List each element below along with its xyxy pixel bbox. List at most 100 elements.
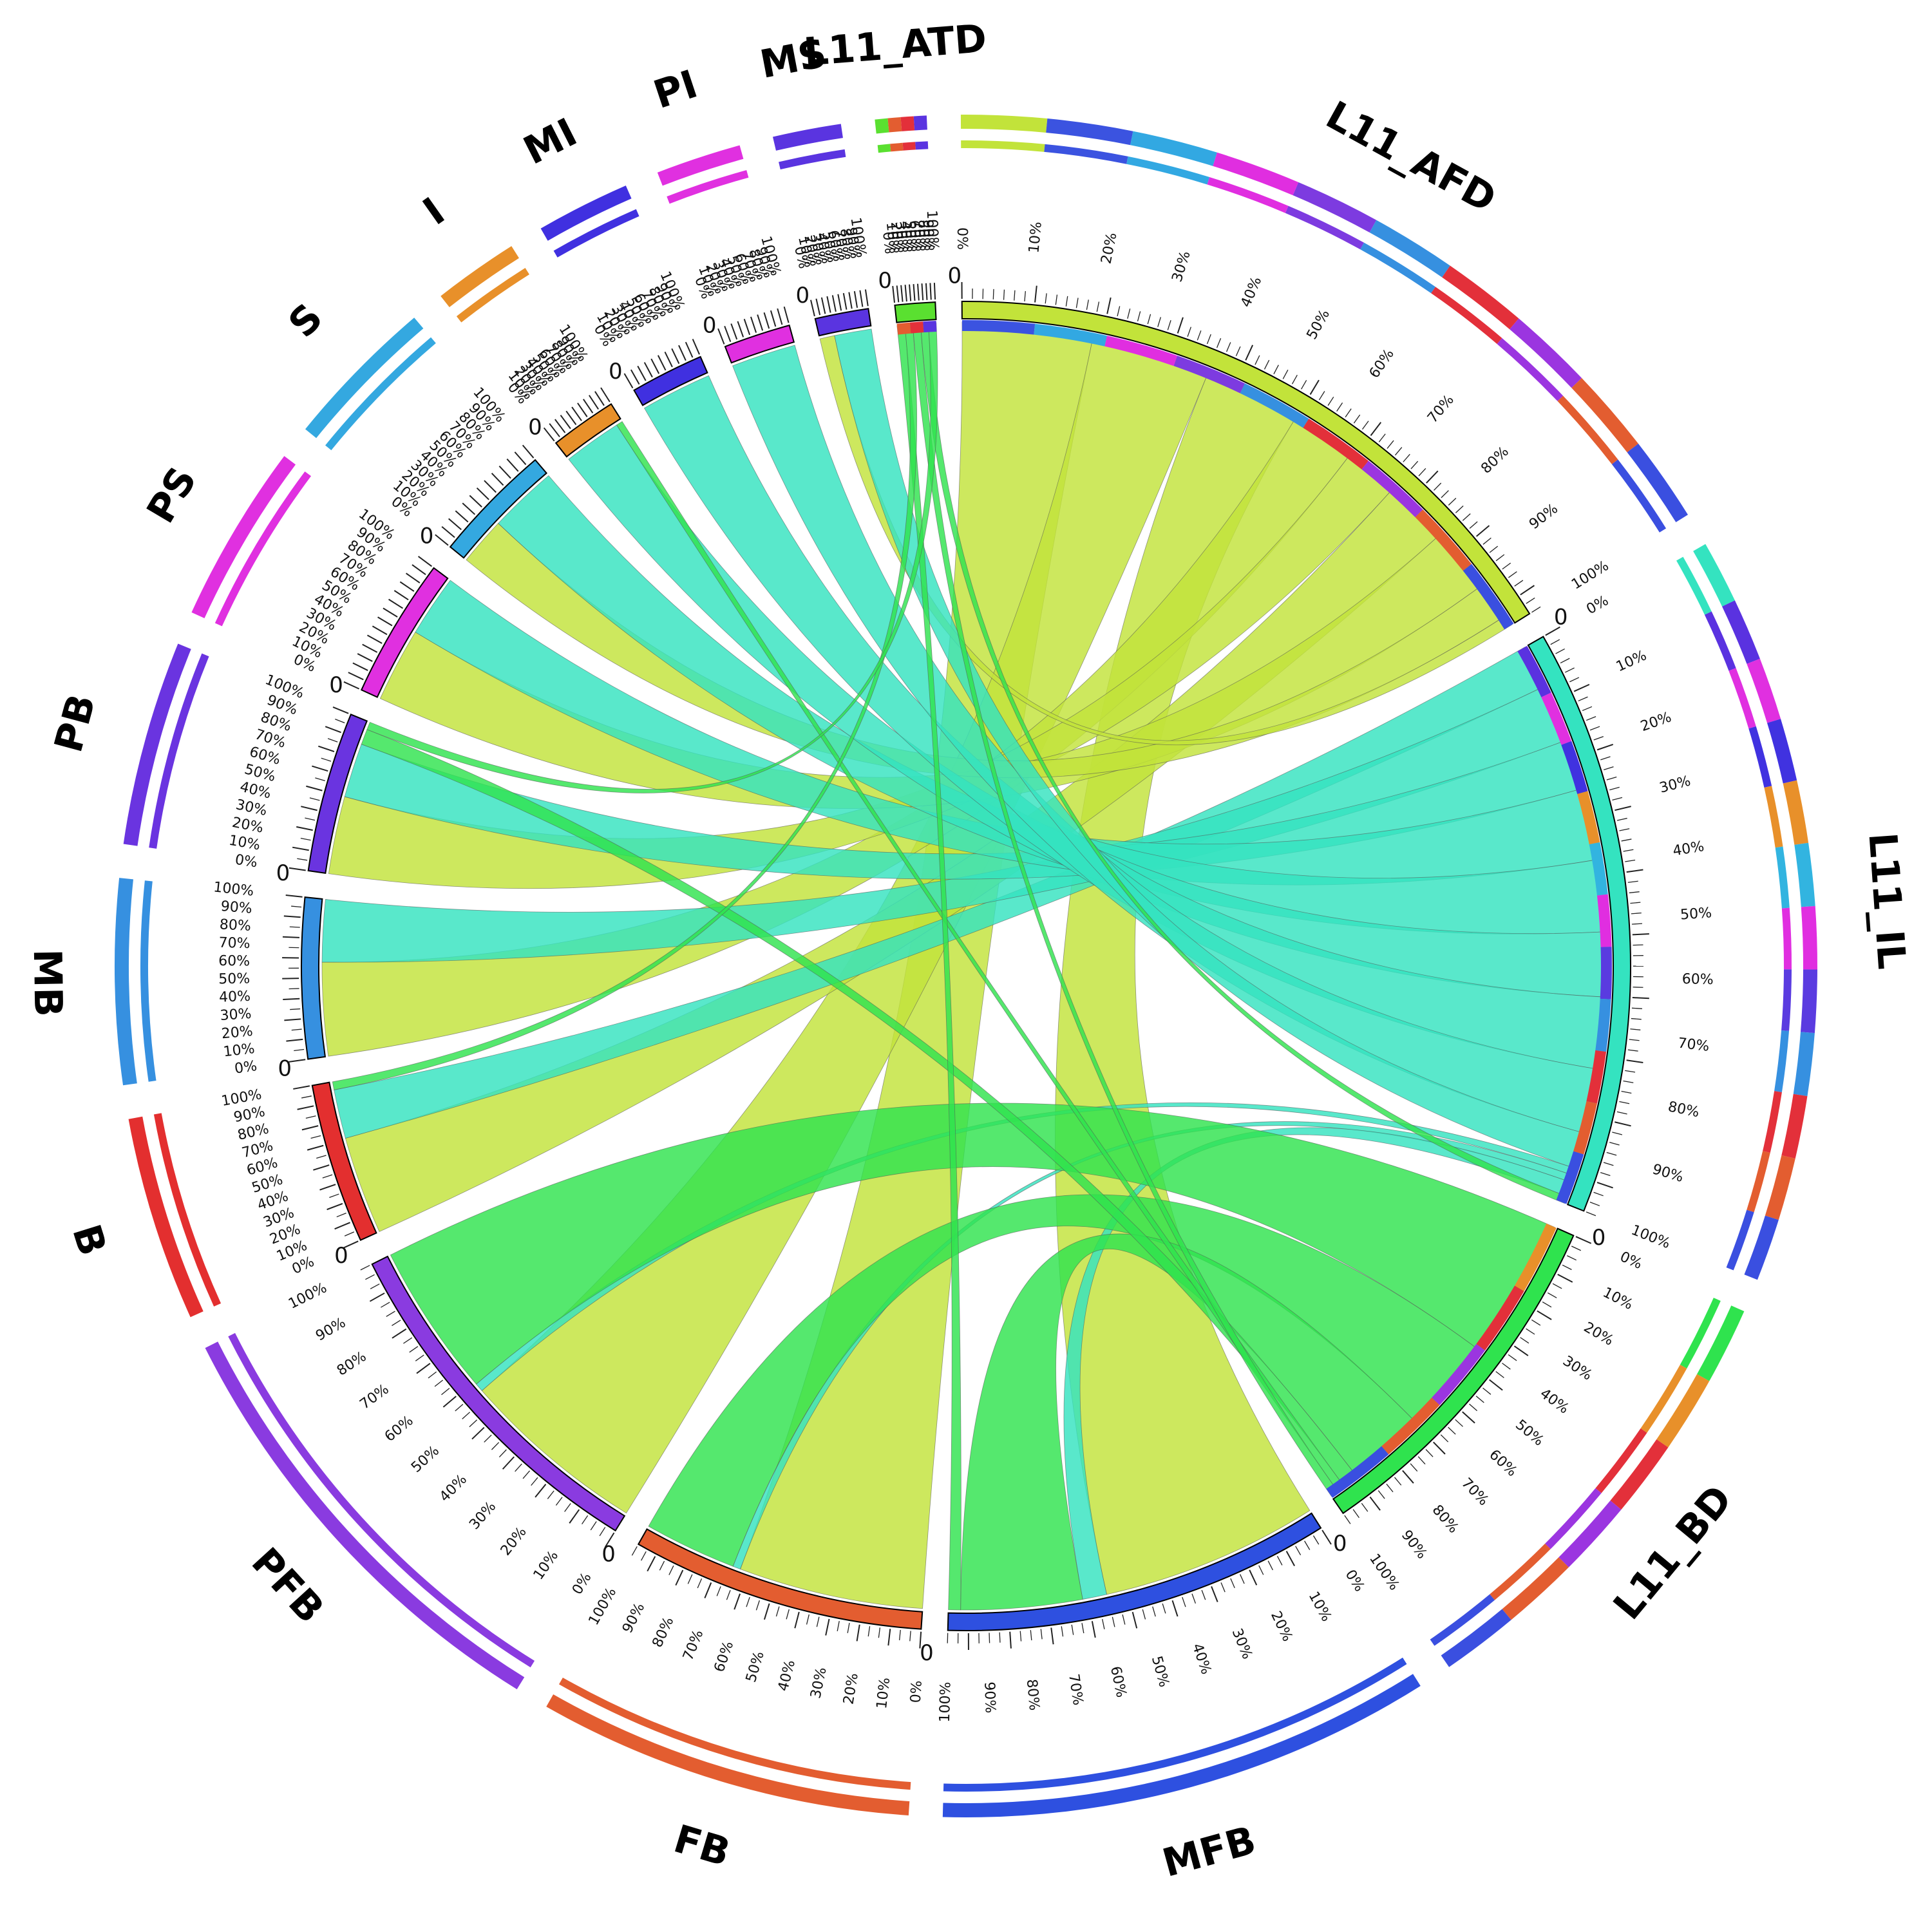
outer-track-inner-l11-afd — [1044, 144, 1128, 164]
tick-mark — [757, 314, 764, 331]
tick-mark — [583, 399, 594, 413]
tick-mark — [1417, 1456, 1426, 1464]
tick-mark — [282, 936, 299, 938]
outer-track-inner-l11-il — [1781, 969, 1792, 1031]
outer-track-inner-i — [456, 268, 529, 323]
tick-mark — [514, 451, 527, 466]
tick-label: 80% — [650, 1615, 677, 1650]
tick-label: 40% — [896, 220, 915, 253]
outer-track-inner-l11-bd — [1430, 1594, 1495, 1646]
tick-mark — [300, 837, 311, 841]
tick-mark — [867, 1626, 871, 1637]
tick-mark — [687, 1574, 693, 1584]
tick-mark — [555, 1497, 563, 1506]
zero-label: 0 — [703, 312, 717, 338]
tick-mark — [462, 502, 476, 515]
tick-mark — [1034, 285, 1037, 303]
tick-mark — [1526, 597, 1535, 604]
segment-subband-l11-afd — [1303, 418, 1368, 469]
tick-mark — [506, 459, 519, 472]
tick-label: 80% — [334, 1349, 370, 1379]
tick-mark — [441, 1388, 450, 1396]
tick-mark — [685, 341, 694, 358]
tick-mark — [1309, 379, 1320, 395]
tick-mark — [730, 323, 738, 340]
tick-mark — [1630, 1028, 1641, 1030]
tick-mark — [1600, 1171, 1611, 1177]
tick-mark — [1631, 923, 1642, 925]
segment-arc-mi — [633, 355, 708, 406]
tick-mark — [590, 1521, 597, 1531]
tick-mark — [1627, 1049, 1638, 1052]
segment-subband-l11-afd — [1173, 355, 1245, 393]
tick-mark — [1378, 433, 1386, 442]
tick-label: 60% — [1107, 1665, 1130, 1699]
tick-mark — [1615, 1121, 1631, 1127]
zero-label: 0 — [528, 414, 542, 440]
tick-mark — [286, 1038, 303, 1042]
tick-mark — [1050, 1627, 1054, 1645]
tick-mark — [531, 1477, 538, 1486]
tick-mark — [1626, 1059, 1643, 1063]
tick-label: 30% — [220, 1006, 252, 1024]
tick-label: 100% — [1629, 1222, 1672, 1252]
tick-mark — [1425, 1449, 1434, 1457]
tick-mark — [1578, 696, 1588, 702]
tick-mark — [357, 653, 373, 662]
tick-mark — [325, 726, 341, 734]
tick-mark — [1361, 421, 1369, 430]
tick-mark — [336, 1213, 346, 1218]
ribbon-l11_bd-to-pb — [361, 729, 1358, 1488]
tick-mark — [623, 373, 634, 389]
tick-mark — [1520, 1337, 1530, 1344]
outer-track-outer-l11-atd — [900, 116, 915, 131]
tick-mark — [1162, 1603, 1166, 1614]
tick-mark — [313, 1164, 330, 1171]
tick-label: 90% — [1526, 500, 1561, 533]
tick-mark — [989, 1633, 990, 1643]
segment-subband-l11-afd — [1463, 564, 1514, 630]
outer-track-outer-pi — [657, 145, 744, 186]
tick-mark — [692, 339, 700, 355]
outer-track-outer-l11-afd — [1213, 152, 1299, 196]
tick-mark — [892, 286, 895, 303]
segment-subband-l11-atd — [909, 321, 924, 334]
tick-label: 70% — [357, 1381, 392, 1413]
tick-mark — [1009, 1631, 1012, 1649]
outer-track-outer-l11-afd — [1442, 265, 1519, 330]
tick-mark — [806, 1614, 810, 1625]
tick-mark — [1565, 667, 1575, 673]
segment-subband-l11-il — [1596, 894, 1612, 947]
tick-mark — [297, 1105, 314, 1110]
tick-mark — [412, 564, 426, 576]
tick-label: 70% — [1458, 1475, 1492, 1510]
tick-mark — [1216, 337, 1222, 348]
tick-mark — [746, 1596, 750, 1607]
outer-track-inner-l11-afd — [1431, 287, 1502, 345]
outer-track-inner-l11-il — [1748, 726, 1772, 788]
segment-arc-l11-il — [1527, 636, 1631, 1212]
tick-mark — [1394, 1477, 1402, 1486]
outer-track-inner-l11-atd — [915, 141, 929, 150]
tick-mark — [498, 1449, 507, 1458]
tick-label: 100% — [585, 1585, 620, 1628]
tick-mark — [831, 295, 837, 312]
tick-mark — [878, 1627, 881, 1638]
zero-label: 0 — [878, 268, 892, 294]
tick-mark — [344, 1231, 355, 1236]
tick-mark — [1282, 370, 1289, 379]
tick-mark — [343, 1240, 359, 1249]
tick-mark — [455, 1404, 464, 1412]
tick-mark — [577, 402, 588, 417]
tick-mark — [296, 826, 313, 831]
tick-mark — [1220, 1582, 1226, 1593]
tick-mark — [1619, 828, 1630, 831]
tick-mark — [462, 1412, 471, 1419]
segment-subband-l11-afd — [961, 320, 1036, 335]
tick-mark — [442, 1396, 457, 1408]
tick-mark — [600, 387, 611, 402]
outer-track-inner-mb — [140, 880, 156, 1082]
tick-mark — [1600, 756, 1611, 761]
tick-mark — [1552, 1283, 1562, 1289]
tick-mark — [1003, 289, 1005, 300]
